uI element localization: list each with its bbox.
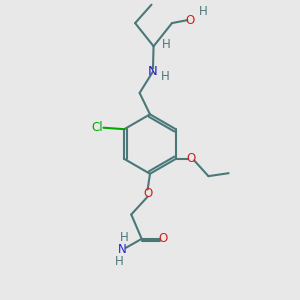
Text: N: N (148, 65, 158, 78)
Text: H: H (161, 70, 170, 83)
Text: O: O (187, 152, 196, 165)
Text: O: O (186, 14, 195, 27)
Text: H: H (199, 5, 207, 18)
Text: H: H (162, 38, 170, 51)
Text: O: O (158, 232, 168, 245)
Text: Cl: Cl (91, 121, 103, 134)
Text: O: O (143, 187, 152, 200)
Text: N: N (118, 243, 127, 256)
Text: H: H (120, 231, 129, 244)
Text: H: H (115, 255, 124, 268)
